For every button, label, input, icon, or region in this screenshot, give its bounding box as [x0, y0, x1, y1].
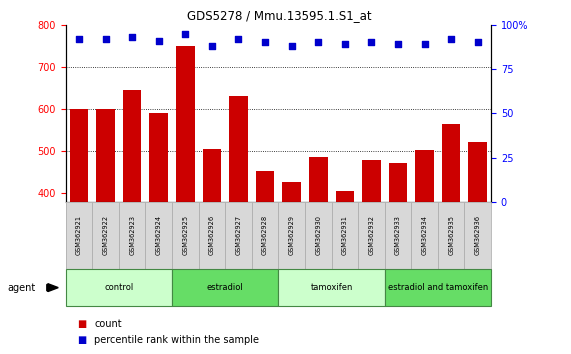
Text: tamoxifen: tamoxifen: [311, 283, 353, 292]
Bar: [282, 182, 301, 202]
Bar: [146, 202, 172, 269]
Text: GSM362921: GSM362921: [76, 216, 82, 255]
Text: ■: ■: [77, 319, 86, 329]
Point: [260, 40, 270, 45]
Bar: [256, 171, 275, 202]
Text: GSM362930: GSM362930: [315, 216, 321, 255]
Bar: [278, 269, 385, 306]
Point: [101, 36, 110, 42]
Bar: [150, 113, 168, 202]
Bar: [336, 191, 354, 202]
Bar: [464, 202, 491, 269]
Bar: [309, 157, 328, 202]
Bar: [66, 202, 93, 269]
Text: GSM362927: GSM362927: [235, 215, 242, 256]
Text: agent: agent: [7, 282, 35, 293]
Text: percentile rank within the sample: percentile rank within the sample: [94, 335, 259, 345]
Bar: [225, 202, 252, 269]
Bar: [385, 202, 411, 269]
Bar: [358, 202, 385, 269]
Bar: [66, 269, 172, 306]
Bar: [93, 202, 119, 269]
Point: [473, 40, 482, 45]
Bar: [172, 269, 279, 306]
Text: GSM362929: GSM362929: [289, 216, 295, 255]
Text: estradiol and tamoxifen: estradiol and tamoxifen: [388, 283, 488, 292]
Text: GSM362922: GSM362922: [103, 215, 108, 256]
Text: GSM362923: GSM362923: [129, 216, 135, 255]
Point: [234, 36, 243, 42]
Bar: [199, 202, 225, 269]
Point: [367, 40, 376, 45]
Bar: [96, 109, 115, 202]
Text: GSM362935: GSM362935: [448, 216, 454, 255]
Bar: [305, 202, 332, 269]
Bar: [385, 269, 491, 306]
Point: [447, 36, 456, 42]
Bar: [70, 109, 89, 202]
Text: GSM362932: GSM362932: [368, 216, 375, 255]
Text: control: control: [104, 283, 134, 292]
Bar: [362, 160, 381, 202]
Text: GSM362924: GSM362924: [156, 215, 162, 256]
Text: estradiol: estradiol: [207, 283, 244, 292]
Bar: [389, 163, 407, 202]
Bar: [332, 202, 358, 269]
Bar: [172, 202, 199, 269]
Bar: [278, 202, 305, 269]
Bar: [468, 142, 487, 202]
Text: GDS5278 / Mmu.13595.1.S1_at: GDS5278 / Mmu.13595.1.S1_at: [187, 9, 372, 22]
Text: GSM362934: GSM362934: [421, 216, 428, 255]
Text: GSM362928: GSM362928: [262, 215, 268, 256]
Point: [181, 31, 190, 36]
Point: [340, 41, 349, 47]
Bar: [203, 149, 221, 202]
Text: GSM362936: GSM362936: [475, 216, 481, 255]
Text: GSM362925: GSM362925: [182, 215, 188, 256]
Point: [127, 34, 136, 40]
Bar: [252, 202, 279, 269]
Bar: [229, 96, 248, 202]
Point: [287, 43, 296, 49]
Bar: [442, 124, 460, 202]
Point: [154, 38, 163, 44]
Point: [420, 41, 429, 47]
Text: GSM362926: GSM362926: [209, 215, 215, 256]
Bar: [411, 202, 438, 269]
Bar: [438, 202, 464, 269]
Text: GSM362931: GSM362931: [342, 216, 348, 255]
Point: [393, 41, 403, 47]
Bar: [119, 202, 146, 269]
Text: GSM362933: GSM362933: [395, 216, 401, 255]
Bar: [415, 150, 434, 202]
Bar: [176, 46, 195, 202]
Point: [207, 43, 216, 49]
Text: count: count: [94, 319, 122, 329]
Point: [74, 36, 83, 42]
Bar: [123, 90, 142, 202]
Text: ■: ■: [77, 335, 86, 345]
Point: [313, 40, 323, 45]
